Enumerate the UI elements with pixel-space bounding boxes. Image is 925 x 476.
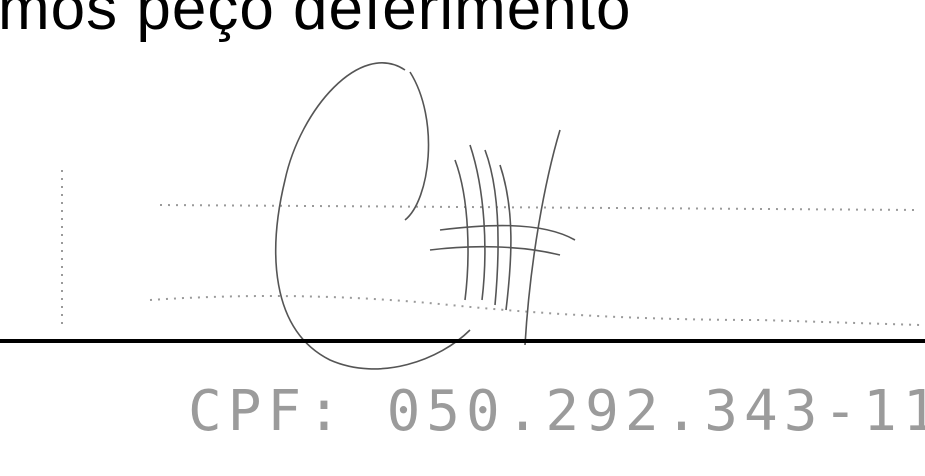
closing-request-text: mos peço deferimento <box>0 0 632 43</box>
signature-strokes <box>274 62 576 370</box>
signature-line <box>0 339 925 343</box>
faded-printed-name <box>61 170 921 330</box>
cpf-number: CPF: 050.292.343-11 <box>188 379 925 444</box>
